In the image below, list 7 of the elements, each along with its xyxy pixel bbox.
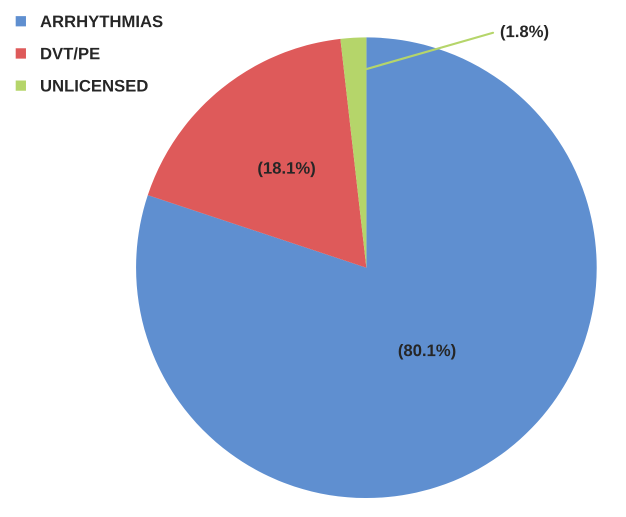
data-label: (1.8%) bbox=[500, 25, 548, 41]
pie-slice bbox=[148, 38, 366, 268]
legend-label: DVT/PE bbox=[41, 47, 100, 60]
legend-label: UNLICENSED bbox=[41, 80, 148, 92]
data-label: (18.1%) bbox=[258, 162, 315, 178]
legend-label: ARRHYTHMIAS bbox=[40, 15, 162, 28]
data-label: (80.1%) bbox=[398, 344, 456, 360]
